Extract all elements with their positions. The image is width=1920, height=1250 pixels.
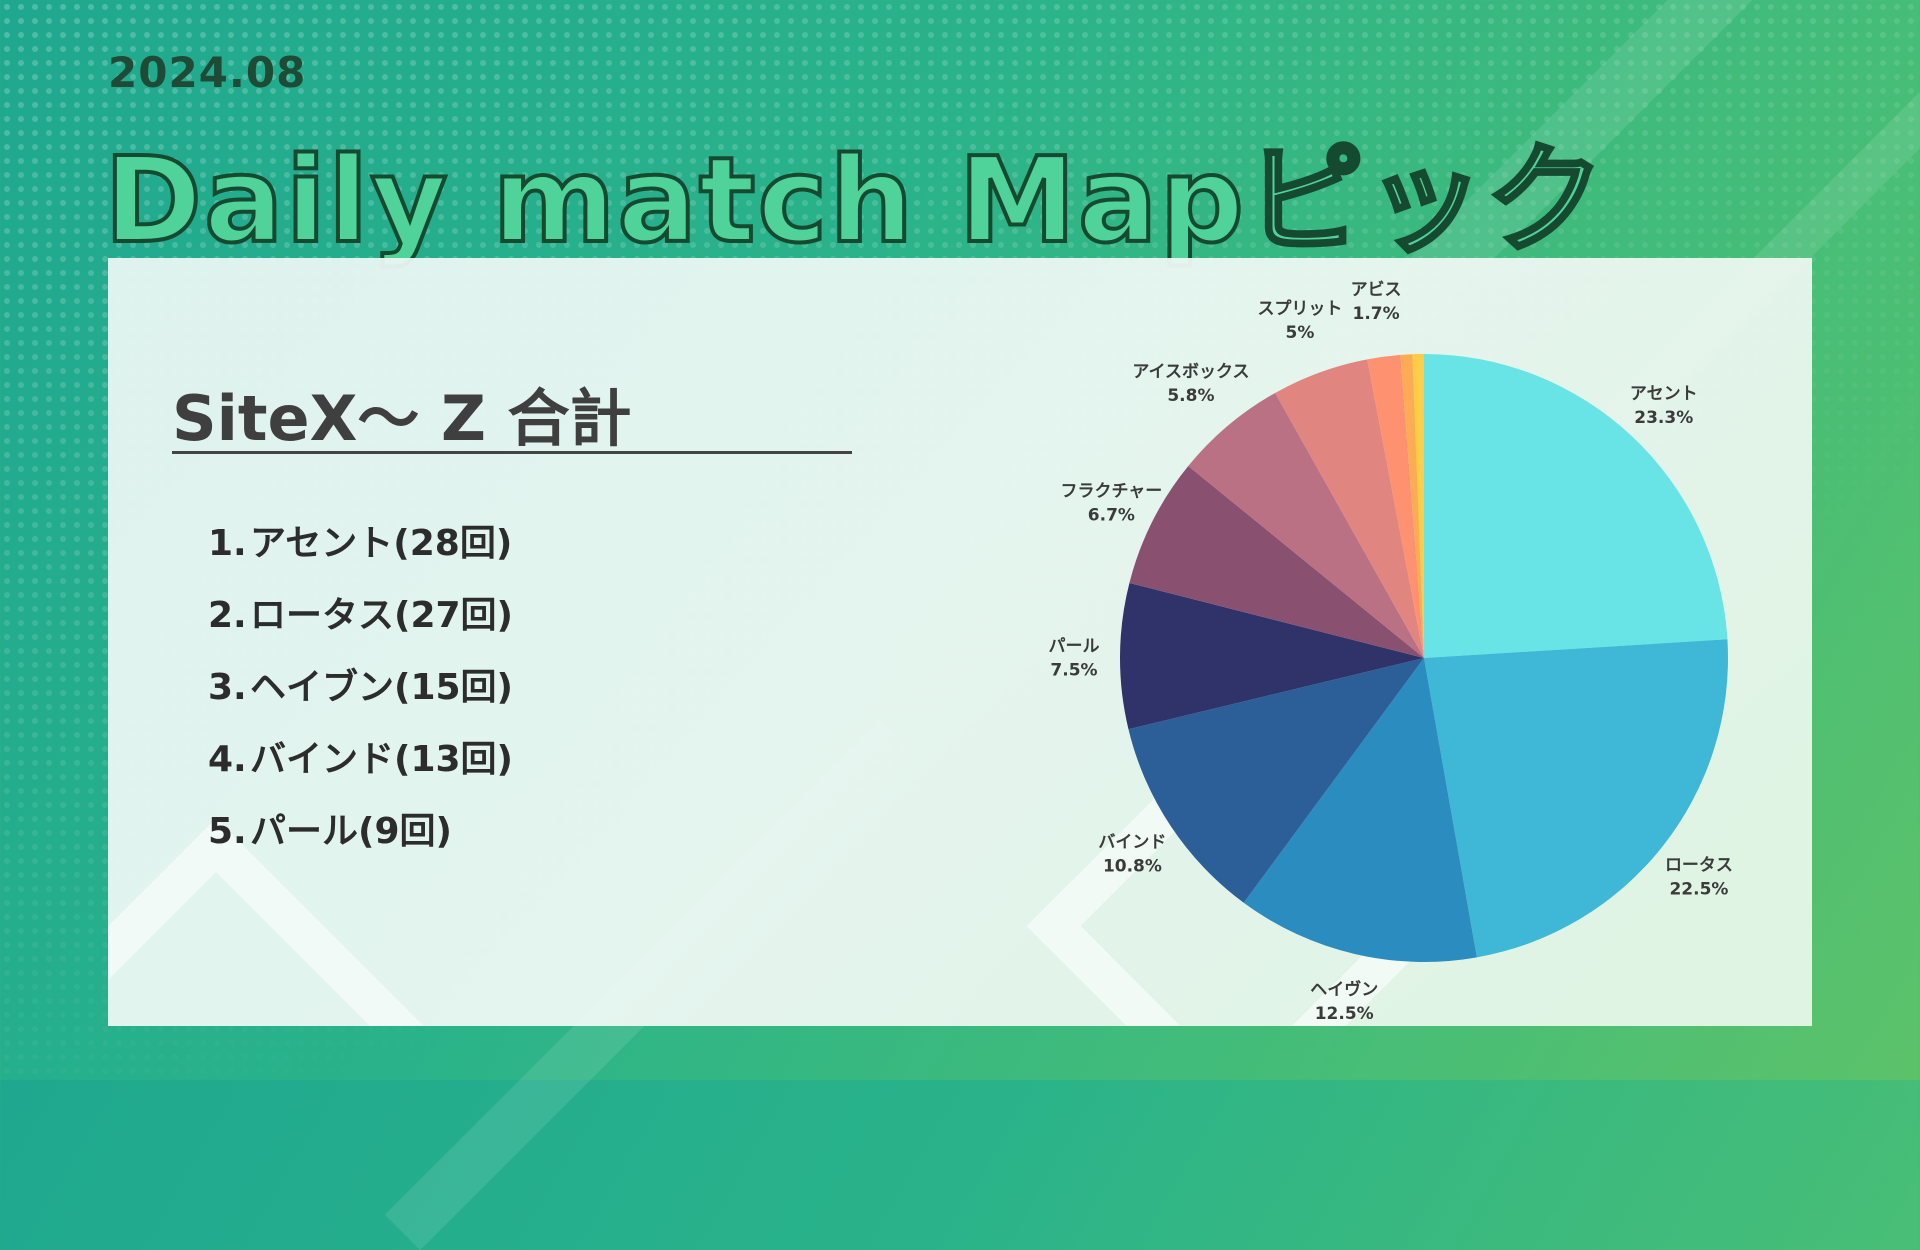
pie-label-name: ヘイヴン [1310,979,1378,1000]
pie-label-name: アビス [1351,280,1402,300]
pie-label-value: 7.5% [1050,661,1097,681]
content-panel: SiteX～ Z 合計 1.アセント(28回) 2.ロータス(27回) 3.ヘイ… [108,258,1812,1026]
pie-label-value: 1.7% [1352,304,1399,324]
pie-slice-ロータス [1424,639,1728,958]
pie-label-value: 12.5% [1315,1004,1374,1024]
pie-slice-ヘイヴン [1243,658,1477,962]
pie-slice-フラクチャー [1129,466,1424,658]
ranking-list: 1.アセント(28回) 2.ロータス(27回) 3.ヘイブン(15回) 4.バイ… [208,508,513,868]
pie-label-name: スプリット [1257,298,1342,319]
pie-label-name: バインド [1098,833,1166,853]
rank-text: パール(9回) [250,811,452,852]
list-item: 2.ロータス(27回) [208,580,513,652]
rank-number: 2. [208,595,247,636]
rank-number: 3. [208,667,247,708]
list-item: 5.パール(9回) [208,796,513,868]
pie-label-name: フラクチャー [1060,482,1162,502]
pie-label-value: 5.8% [1167,386,1214,406]
pie-chart: アセント 23.3% ロータス 22.5% ヘイヴン 12.5% バインド 10.8% パール 7… [1049,280,1733,1024]
pie-label-value: 22.5% [1669,880,1728,900]
rank-text: ロータス(27回) [250,595,514,636]
date-label: 2024.08 [108,48,307,97]
pie-label-name: パール [1049,637,1100,657]
pie-slice-アセント [1424,354,1728,658]
pie-slice-アイスボックス [1188,392,1424,658]
list-item: 4.バインド(13回) [208,724,513,796]
rank-text: ヘイブン(15回) [250,667,514,708]
pie-label-name: アイスボックス [1132,362,1249,382]
rank-text: アセント(28回) [250,523,513,564]
pie-slice-パール [1120,582,1424,730]
pie-slice-スプリット [1275,359,1424,658]
pie-label-value: 10.8% [1103,857,1162,877]
rank-number: 1. [208,523,247,564]
pie-label-value: 6.7% [1088,506,1135,526]
pie-label-name: ロータス [1665,856,1733,876]
pie-slice-アビス [1367,354,1424,658]
page-title: Daily match Mapピック [102,129,1607,271]
pie-label-value: 23.3% [1634,408,1693,428]
pie-label-name: アセント [1630,384,1698,404]
rank-number: 5. [208,811,247,852]
rank-number: 4. [208,739,247,780]
pie-slice-accent [1412,354,1424,658]
list-item: 3.ヘイブン(15回) [208,652,513,724]
list-item: 1.アセント(28回) [208,508,513,580]
rank-text: バインド(13回) [250,739,514,780]
section-divider [172,451,852,454]
pie-slice-バインド [1128,658,1424,903]
section-title: SiteX～ Z 合計 [172,382,632,455]
pie-label-value: 5% [1286,323,1315,343]
